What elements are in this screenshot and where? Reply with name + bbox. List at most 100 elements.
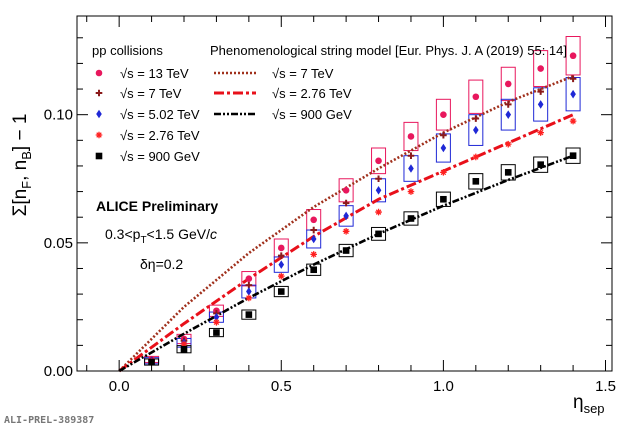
legend-model: Phenomenological string model [Eur. Phys… bbox=[210, 43, 567, 122]
legend-label-502tev: √s = 5.02 TeV bbox=[120, 107, 200, 122]
data-point-series-3 bbox=[440, 169, 447, 176]
syst-box-series-4 bbox=[273, 285, 289, 298]
data-point-series-4 bbox=[310, 266, 317, 274]
y-tick-label: 0.05 bbox=[44, 235, 73, 252]
data-point-series-3 bbox=[213, 319, 220, 326]
data-point-series-2 bbox=[246, 287, 252, 296]
data-point-series-3 bbox=[277, 272, 285, 280]
syst-box-series-2 bbox=[533, 87, 549, 122]
legend-data: pp collisions √s = 13 TeV √s = 7 TeV √s … bbox=[92, 43, 200, 164]
y-tick-label: 0.00 bbox=[44, 363, 73, 380]
legend-label-900gev: √s = 900 GeV bbox=[120, 149, 200, 164]
data-point-series-4 bbox=[537, 161, 544, 168]
legend-marker-4 bbox=[95, 152, 103, 160]
data-point-series-0 bbox=[310, 216, 317, 224]
data-point-series-1 bbox=[440, 131, 447, 139]
data-point-series-0 bbox=[472, 93, 480, 101]
legend-marker-1 bbox=[95, 89, 103, 97]
pt-range-label: 0.3<pT<1.5 GeV/c bbox=[105, 226, 217, 246]
data-point-series-1 bbox=[310, 226, 317, 234]
data-point-series-4 bbox=[180, 345, 188, 353]
data-point-series-2 bbox=[343, 211, 349, 221]
data-point-series-1 bbox=[342, 199, 350, 207]
data-point-series-4 bbox=[504, 169, 512, 176]
delta-eta-label: δη=0.2 bbox=[140, 256, 183, 272]
data-point-series-2 bbox=[537, 100, 544, 109]
data-point-series-4 bbox=[277, 288, 285, 295]
data-point-series-3 bbox=[407, 188, 415, 195]
legend-marker-0 bbox=[95, 69, 103, 77]
syst-box-series-4 bbox=[468, 173, 484, 190]
data-point-series-4 bbox=[342, 247, 350, 254]
x-tick-label: 0.0 bbox=[109, 378, 130, 395]
data-point-series-3 bbox=[180, 340, 188, 348]
syst-box-series-4 bbox=[338, 243, 354, 258]
data-point-series-1 bbox=[407, 152, 415, 159]
y-axis-title: Σ[nF, nB] − 1 bbox=[10, 114, 34, 217]
data-point-series-0 bbox=[375, 157, 382, 165]
x-tick-label: 0.5 bbox=[271, 378, 292, 395]
data-point-series-3 bbox=[504, 140, 512, 148]
data-point-series-4 bbox=[148, 358, 155, 366]
alice-preliminary-label: ALICE Preliminary bbox=[96, 198, 218, 214]
legend-label-13tev: √s = 13 TeV bbox=[120, 66, 189, 81]
data-point-series-0 bbox=[440, 111, 447, 118]
syst-box-series-0 bbox=[403, 121, 419, 152]
legend-label-276tev: √s = 2.76 TeV bbox=[120, 128, 200, 143]
x-axis-title: ηsep bbox=[573, 392, 605, 416]
data-point-series-0 bbox=[569, 52, 577, 60]
syst-box-series-0 bbox=[371, 147, 387, 175]
syst-box-series-2 bbox=[500, 98, 516, 131]
data-point-series-0 bbox=[504, 80, 512, 88]
data-point-series-3 bbox=[310, 251, 317, 258]
data-point-series-0 bbox=[342, 186, 350, 194]
syst-box-series-2 bbox=[468, 114, 484, 146]
watermark-id: ALI-PREL-389387 bbox=[4, 415, 94, 426]
legend-model-label-276tev: √s = 2.76 TeV bbox=[272, 86, 352, 101]
data-point-series-4 bbox=[440, 195, 447, 203]
data-point-series-2 bbox=[408, 164, 414, 173]
data-point-series-2 bbox=[213, 312, 220, 322]
syst-box-series-4 bbox=[565, 147, 581, 164]
data-point-series-3 bbox=[245, 294, 253, 302]
legend-model-label-900gev: √s = 900 GeV bbox=[272, 107, 352, 122]
legend-marker-3 bbox=[95, 131, 103, 139]
data-point-series-0 bbox=[277, 244, 285, 252]
data-point-series-3 bbox=[472, 153, 480, 161]
data-point-series-2 bbox=[440, 143, 447, 153]
syst-box-series-0 bbox=[468, 79, 484, 114]
data-point-series-1 bbox=[375, 175, 382, 183]
data-point-series-1 bbox=[537, 88, 544, 95]
syst-box-series-0 bbox=[435, 98, 451, 131]
data-point-series-4 bbox=[472, 178, 480, 185]
data-point-series-1 bbox=[569, 75, 577, 83]
syst-box-series-0 bbox=[533, 50, 549, 87]
syst-box-series-4 bbox=[208, 327, 224, 338]
data-point-series-1 bbox=[472, 115, 480, 122]
data-point-series-2 bbox=[505, 110, 512, 119]
data-point-series-4 bbox=[407, 215, 415, 222]
x-tick-label: 1.0 bbox=[433, 378, 454, 395]
syst-box-series-0 bbox=[565, 36, 581, 76]
legend-model-title: Phenomenological string model [Eur. Phys… bbox=[210, 43, 567, 58]
syst-box-series-4 bbox=[241, 309, 257, 320]
data-point-series-2 bbox=[570, 89, 576, 99]
syst-box-series-4 bbox=[403, 211, 419, 226]
data-point-series-4 bbox=[375, 230, 382, 238]
data-point-series-0 bbox=[245, 275, 253, 283]
data-point-series-4 bbox=[245, 311, 253, 318]
data-point-series-0 bbox=[537, 65, 544, 72]
data-point-series-3 bbox=[375, 208, 382, 216]
data-point-series-3 bbox=[537, 129, 544, 136]
data-point-series-3 bbox=[342, 228, 350, 235]
data-point-series-2 bbox=[310, 234, 317, 244]
data-point-series-2 bbox=[375, 185, 382, 195]
legend-marker-2 bbox=[96, 109, 102, 119]
plot-frame bbox=[76, 15, 613, 372]
legend-model-label-7tev: √s = 7 TeV bbox=[272, 66, 334, 81]
data-point-series-2 bbox=[278, 260, 285, 269]
data-point-series-2 bbox=[473, 125, 479, 135]
x-tick-label: 1.5 bbox=[595, 378, 616, 395]
data-point-series-0 bbox=[407, 133, 415, 140]
